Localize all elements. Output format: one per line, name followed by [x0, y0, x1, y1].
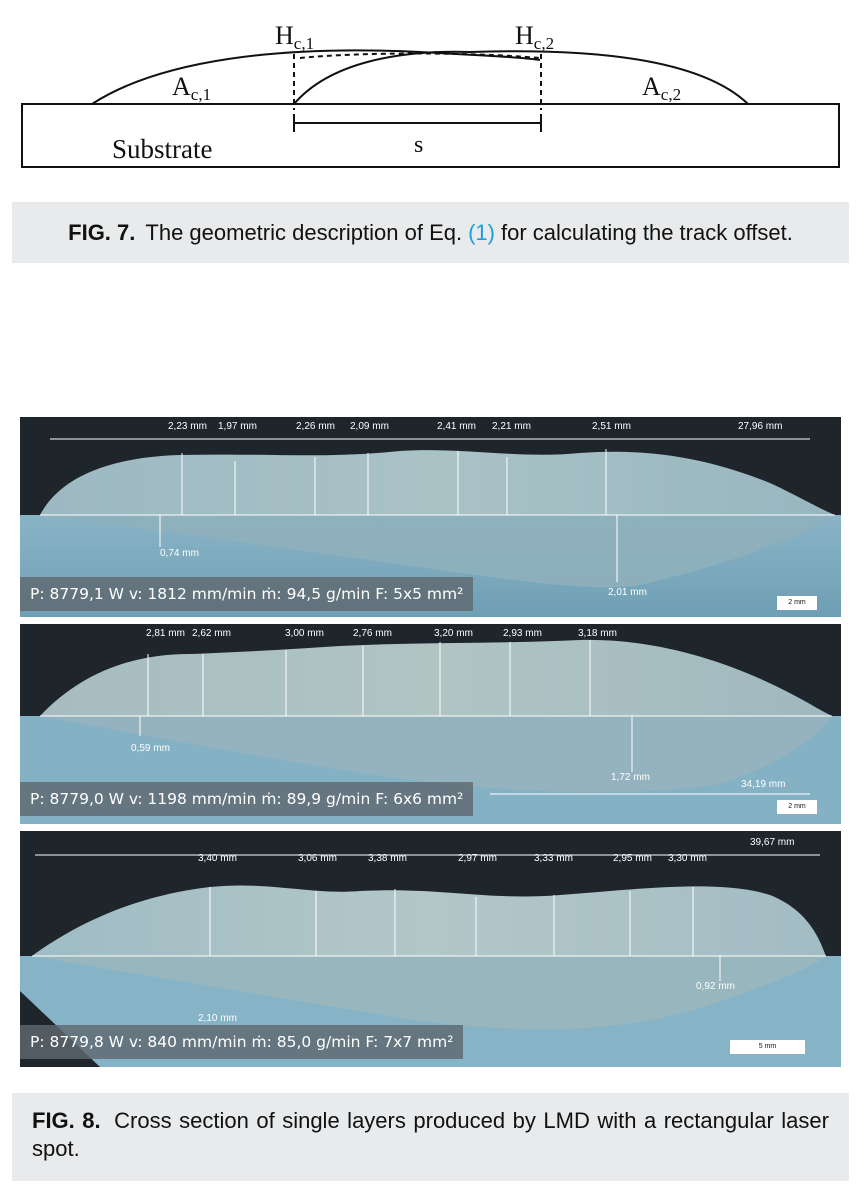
total-width-label: 39,67 mm — [750, 837, 795, 848]
depth-label: 2,01 mm — [608, 587, 647, 598]
process-parameters-label: P: 8779,1 W v: 1812 mm/min ṁ: 94,5 g/min… — [20, 577, 474, 611]
track-width-label: 3,30 mm — [668, 853, 707, 864]
track-width-label: 3,00 mm — [285, 628, 324, 639]
track-width-label: 2,51 mm — [592, 421, 631, 432]
track-2-arc — [293, 50, 749, 105]
track-width-label: 2,41 mm — [437, 421, 476, 432]
fig8-caption-text: Cross section of single layers produced … — [32, 1108, 829, 1161]
track-width-label: 1,97 mm — [218, 421, 257, 432]
fig8-caption-label: FIG. 8. — [32, 1108, 101, 1133]
depth-label: 0,74 mm — [160, 548, 199, 559]
track-1-arc — [91, 49, 541, 105]
track-width-label: 2,21 mm — [492, 421, 531, 432]
equation-reference-link[interactable]: (1) — [468, 219, 495, 245]
track-width-label: 2,81 mm — [146, 628, 185, 639]
total-width-label: 34,19 mm — [741, 779, 786, 790]
process-parameters-label: P: 8779,8 W v: 840 mm/min ṁ: 85,0 g/min … — [20, 1025, 464, 1059]
track-width-label: 2,93 mm — [503, 628, 542, 639]
micrograph-panel-1: 2,23 mm 1,97 mm 2,26 mm 2,09 mm 2,41 mm … — [20, 417, 841, 617]
micrograph-panel-3: 39,67 mm 3,40 mm 3,06 mm 3,38 mm 2,97 mm… — [20, 831, 841, 1067]
track-width-label: 2,26 mm — [296, 421, 335, 432]
depth-label: 1,72 mm — [611, 772, 650, 783]
depth-label: 2,10 mm — [198, 1013, 237, 1024]
track-width-label: 3,18 mm — [578, 628, 617, 639]
micrograph-panel-2: 2,81 mm 2,62 mm 3,00 mm 2,76 mm 3,20 mm … — [20, 624, 841, 824]
fig7-caption-text-after: for calculating the track offset. — [501, 219, 793, 245]
scale-bar: 2 mm — [777, 596, 817, 610]
fig7-caption-text-before: The geometric description of Eq. — [145, 219, 463, 245]
ac1-label: Ac,1 — [172, 72, 211, 104]
hc2-label: Hc,2 — [515, 21, 554, 53]
track-width-label: 3,20 mm — [434, 628, 473, 639]
scale-bar: 5 mm — [730, 1040, 805, 1054]
hc1-label: Hc,1 — [275, 21, 314, 53]
track-width-label: 3,06 mm — [298, 853, 337, 864]
fig7-caption-label: FIG. 7. — [68, 219, 136, 245]
process-parameters-label: P: 8779,0 W v: 1198 mm/min ṁ: 89,9 g/min… — [20, 782, 474, 816]
track-width-label: 3,40 mm — [198, 853, 237, 864]
ac2-label: Ac,2 — [642, 72, 681, 104]
track-width-label: 2,76 mm — [353, 628, 392, 639]
fig8-caption: FIG. 8. Cross section of single layers p… — [12, 1093, 849, 1181]
track-width-label: 2,97 mm — [458, 853, 497, 864]
track-width-label: 3,33 mm — [534, 853, 573, 864]
depth-label: 0,59 mm — [131, 743, 170, 754]
total-width-label: 27,96 mm — [738, 421, 783, 432]
track-width-label: 2,23 mm — [168, 421, 207, 432]
depth-label: 0,92 mm — [696, 981, 735, 992]
substrate-label: Substrate — [112, 134, 213, 164]
substrate-block — [21, 103, 840, 168]
fig7-caption: FIG. 7. The geometric description of Eq.… — [12, 202, 849, 263]
fig7-diagram: Hc,1 Hc,2 Ac,1 Ac,2 Substrate s — [21, 21, 840, 168]
track-width-label: 2,95 mm — [613, 853, 652, 864]
track-width-label: 2,09 mm — [350, 421, 389, 432]
scale-bar: 2 mm — [777, 800, 817, 814]
track-width-label: 2,62 mm — [192, 628, 231, 639]
s-label: s — [414, 132, 423, 158]
track-width-label: 3,38 mm — [368, 853, 407, 864]
